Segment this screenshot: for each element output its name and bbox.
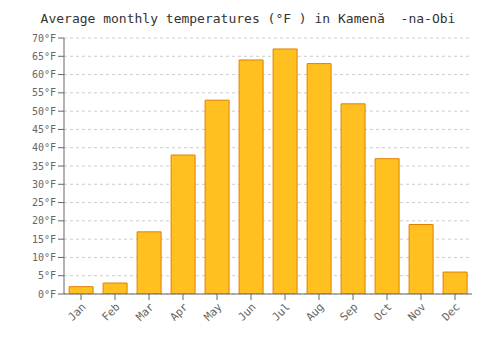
- svg-text:20°F: 20°F: [32, 215, 56, 226]
- svg-text:5°F: 5°F: [38, 270, 56, 281]
- svg-text:25°F: 25°F: [32, 197, 56, 208]
- svg-text:Oct: Oct: [371, 300, 394, 323]
- svg-text:30°F: 30°F: [32, 179, 56, 190]
- svg-text:Feb: Feb: [99, 300, 122, 323]
- svg-text:Mar: Mar: [133, 300, 157, 324]
- svg-text:60°F: 60°F: [32, 69, 56, 80]
- svg-text:40°F: 40°F: [32, 142, 56, 153]
- svg-text:50°F: 50°F: [32, 106, 56, 117]
- svg-text:Sep: Sep: [337, 300, 360, 323]
- svg-text:0°F: 0°F: [38, 289, 56, 300]
- svg-text:70°F: 70°F: [32, 33, 56, 44]
- html-text:Average monthly temperatures (: Average monthly temperatures (°F ) in Ka…: [40, 11, 456, 26]
- svg-text:Apr: Apr: [167, 300, 191, 324]
- svg-text:Nov: Nov: [405, 300, 429, 324]
- svg-text:Aug: Aug: [303, 300, 326, 323]
- svg-text:35°F: 35°F: [32, 161, 56, 172]
- svg-text:Jun: Jun: [235, 300, 258, 323]
- svg-text:May: May: [201, 300, 225, 324]
- svg-text:65°F: 65°F: [32, 51, 56, 62]
- svg-text:Jul: Jul: [269, 300, 292, 323]
- svg-text:55°F: 55°F: [32, 87, 56, 98]
- svg-text:10°F: 10°F: [32, 252, 56, 263]
- svg-text:Jan: Jan: [65, 300, 88, 323]
- svg-text:15°F: 15°F: [32, 234, 56, 245]
- svg-text:Dec: Dec: [439, 300, 462, 323]
- svg-text:45°F: 45°F: [32, 124, 56, 135]
